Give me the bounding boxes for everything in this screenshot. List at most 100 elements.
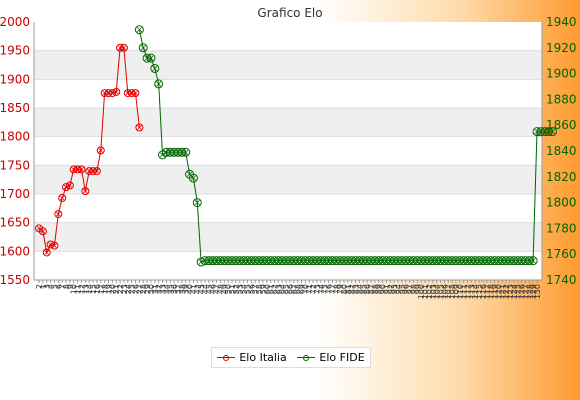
x-tick-label: 45 xyxy=(205,284,214,294)
x-tick-label: 88 xyxy=(371,284,380,294)
data-point-cross xyxy=(121,45,127,51)
x-tick-label: 40 xyxy=(186,284,195,294)
x-tick-label: 126 xyxy=(518,284,527,299)
x-tick-label: 48 xyxy=(216,284,225,294)
x-tick-label: 104 xyxy=(433,284,442,299)
data-point-cross xyxy=(44,250,50,255)
x-tick-label: 52 xyxy=(232,284,241,294)
x-tick-label: 112 xyxy=(464,284,473,299)
x-tick-label: 72 xyxy=(309,284,318,294)
x-tick-label: 7 xyxy=(58,284,67,289)
x-tick-label: 94 xyxy=(394,284,403,294)
data-point xyxy=(96,146,105,155)
x-tick-label: 37 xyxy=(174,284,183,294)
x-tick-label: 35 xyxy=(166,284,175,294)
legend: Elo Italia Elo FIDE xyxy=(211,347,371,368)
x-tick-label: 70 xyxy=(301,284,310,294)
data-point xyxy=(528,256,538,266)
x-tick-label: 17 xyxy=(97,284,106,294)
y-axis-left-ticks: 1550 1600 1650 1700 1750 1800 1850 1900 1950 2000 xyxy=(0,15,30,287)
x-tick-label: 67 xyxy=(290,284,299,294)
x-tick-label: 60 xyxy=(263,284,272,294)
legend-swatch-icon xyxy=(217,353,236,363)
x-tick-label: 43 xyxy=(197,284,206,294)
x-tick-label: 79 xyxy=(336,284,345,294)
x-tick-label: 86 xyxy=(363,284,372,294)
x-tick-label: 65 xyxy=(282,284,291,294)
x-tick-label: 105 xyxy=(436,284,445,299)
x-tick-label: 20 xyxy=(108,284,117,294)
x-tick-label: 118 xyxy=(487,284,496,299)
data-point-cross xyxy=(67,183,73,188)
data-point xyxy=(138,43,148,53)
x-tick-label: 87 xyxy=(367,284,376,294)
x-tick-label: 12 xyxy=(77,284,86,294)
x-tick-label: 77 xyxy=(328,284,337,294)
x-tick-label: 85 xyxy=(359,284,368,294)
x-tick-label: 23 xyxy=(120,284,129,294)
y-tick-label-left: 1950 xyxy=(0,44,30,58)
x-tick-label: 50 xyxy=(224,284,233,294)
x-tick-label: 8 xyxy=(62,284,71,289)
x-tick-label: 41 xyxy=(189,284,198,294)
x-tick-label: 120 xyxy=(494,284,503,299)
data-point-cross xyxy=(148,55,154,61)
data-point xyxy=(92,167,101,176)
x-tick-label: 16 xyxy=(93,284,102,294)
x-tick-label: 82 xyxy=(348,284,357,294)
x-tick-label: 10 xyxy=(70,284,79,294)
data-point-cross xyxy=(52,243,57,248)
x-tick-label: 5 xyxy=(50,284,59,289)
x-tick-label: 19 xyxy=(104,284,113,294)
x-tick-label: 119 xyxy=(491,284,500,299)
x-tick-label: 24 xyxy=(124,284,133,294)
data-point-cross xyxy=(194,199,200,206)
data-point xyxy=(150,63,160,73)
x-tick-label: 98 xyxy=(409,284,418,294)
x-tick-label: 27 xyxy=(135,284,144,294)
y-tick-label-left: 1750 xyxy=(0,158,30,172)
y-tick-label-right: 1740 xyxy=(546,273,577,287)
x-tick-label: 28 xyxy=(139,284,148,294)
x-tick-label: 21 xyxy=(112,284,121,294)
data-point xyxy=(154,79,164,89)
x-tick-label: 102 xyxy=(425,284,434,299)
x-tick-label: 32 xyxy=(155,284,164,294)
legend-item-elo-italia: Elo Italia xyxy=(217,351,287,364)
data-point-cross xyxy=(190,175,197,181)
data-point-cross xyxy=(159,152,166,158)
x-tick-label: 103 xyxy=(429,284,438,299)
x-tick-label: 97 xyxy=(406,284,415,294)
data-point-cross xyxy=(186,171,193,177)
x-tick-label: 14 xyxy=(85,284,94,294)
x-tick-label: 39 xyxy=(182,284,191,294)
x-tick-label: 36 xyxy=(170,284,179,294)
data-point-cross xyxy=(156,81,162,87)
data-point-cross xyxy=(183,149,189,155)
x-tick-label: 115 xyxy=(475,284,484,299)
data-point-cross xyxy=(40,228,46,234)
legend-label: Elo FIDE xyxy=(319,351,365,364)
y-tick-label-right: 1900 xyxy=(546,67,577,81)
x-tick-label: 129 xyxy=(529,284,538,299)
data-point xyxy=(54,210,63,219)
data-point xyxy=(62,183,71,192)
x-tick-label: 100 xyxy=(417,284,426,299)
x-tick-label: 62 xyxy=(270,284,279,294)
legend-swatch-icon xyxy=(297,353,316,363)
x-tick-label: 121 xyxy=(498,284,507,299)
x-tick-label: 127 xyxy=(521,284,530,299)
data-point xyxy=(108,89,117,98)
x-tick-label: 2 xyxy=(35,284,44,289)
series-elo-fide xyxy=(134,25,557,267)
data-point-cross xyxy=(137,125,142,130)
data-point xyxy=(135,123,144,132)
x-tick-label: 31 xyxy=(151,284,160,294)
x-tick-label: 111 xyxy=(460,284,469,299)
x-tick-label: 18 xyxy=(101,284,110,294)
data-point-cross xyxy=(140,45,146,51)
y-tick-label-left: 1600 xyxy=(0,244,30,258)
x-tick-label: 6 xyxy=(54,284,63,289)
data-point xyxy=(547,127,557,137)
